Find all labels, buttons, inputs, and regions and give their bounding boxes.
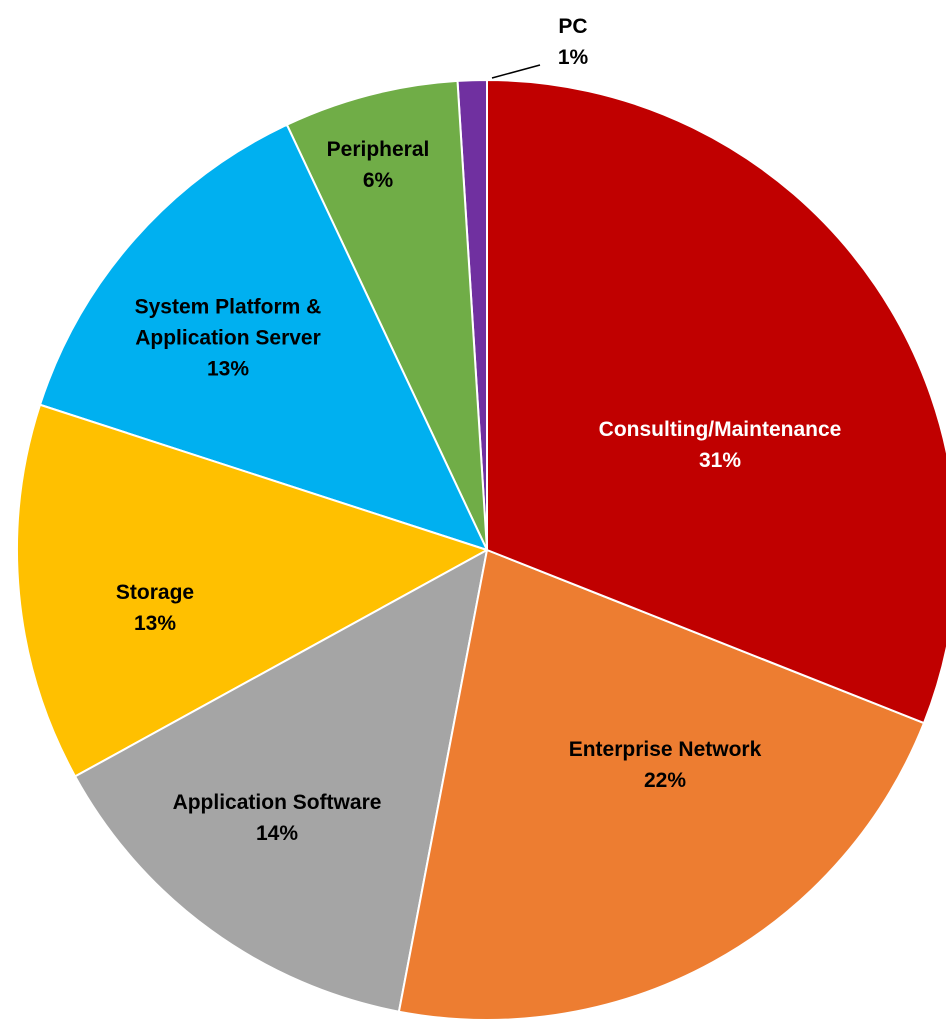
- category-label: Peripheral: [326, 138, 430, 161]
- pie-slice: [397, 548, 926, 1021]
- category-label: System Platform & Application Server: [134, 295, 322, 350]
- slice-label: Enterprise Network 22%: [515, 734, 815, 796]
- slice-label: Storage 13%: [75, 577, 235, 639]
- leader-line: [491, 64, 541, 79]
- slice-label: Peripheral 6%: [298, 134, 458, 196]
- slice-label: System Platform & Application Server 13%: [93, 292, 363, 385]
- value-label: 13%: [206, 357, 250, 381]
- slice-label: Consulting/Maintenance 31%: [540, 414, 900, 476]
- value-label: 6%: [362, 169, 394, 192]
- value-label: 31%: [698, 449, 742, 472]
- category-label: Application Software: [172, 791, 382, 814]
- pie-slice: [73, 548, 489, 1013]
- slice-label: Application Software 14%: [117, 787, 437, 849]
- pie-slice: [38, 123, 489, 552]
- value-label: 13%: [133, 612, 177, 635]
- value-label: 14%: [255, 822, 299, 845]
- pie-slice: [486, 78, 946, 725]
- category-label: Consulting/Maintenance: [598, 418, 842, 441]
- category-label: Storage: [115, 581, 195, 604]
- pie-slice: [16, 403, 490, 778]
- value-label: 22%: [643, 769, 687, 792]
- slice-label: PC 1%: [533, 11, 613, 73]
- value-label: 1%: [557, 46, 589, 69]
- pie-slice: [285, 79, 488, 551]
- category-label: Enterprise Network: [568, 738, 762, 761]
- category-label: PC: [558, 15, 588, 38]
